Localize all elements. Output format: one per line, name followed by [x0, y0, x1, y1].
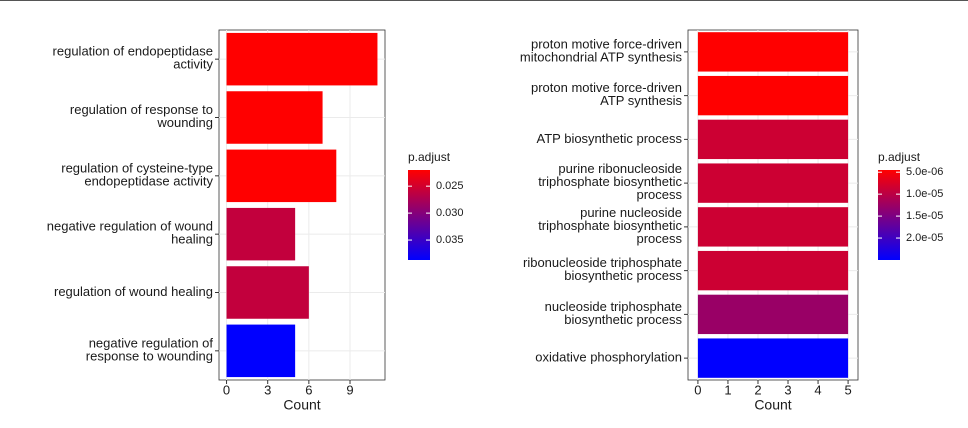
y-tick-label: regulation of endopeptidase activity: [53, 44, 214, 72]
bar: [226, 91, 323, 144]
colorbar-label: 0.035: [436, 234, 464, 246]
y-tick-label: nucleoside triphosphate biosynthetic proc…: [545, 299, 683, 327]
bar: [226, 32, 378, 86]
y-tick-label: regulation of wound healing: [54, 284, 213, 299]
colorbar-label: 2.0e-05: [906, 232, 943, 244]
bar: [697, 250, 849, 291]
x-tick-label: 1: [724, 382, 731, 397]
y-tick-label: proton motive force-driven mitochondrial …: [520, 37, 683, 65]
legend-title: p.adjust: [408, 150, 451, 164]
y-tick-label: regulation of cysteine-type endopeptidase…: [61, 161, 213, 189]
x-axis-title: Count: [283, 397, 320, 413]
bar: [697, 32, 849, 72]
x-tick-label: 0: [694, 382, 701, 397]
x-tick-label: 3: [784, 382, 791, 397]
bar: [226, 207, 296, 261]
bar: [697, 119, 849, 160]
colorbar-label: 1.5e-05: [906, 210, 943, 222]
colorbar-label: 5.0e-06: [906, 166, 943, 178]
x-axis-title: Count: [754, 397, 791, 413]
panel: [218, 29, 386, 381]
x-tick-label: 2: [754, 382, 761, 397]
legend-title: p.adjust: [878, 150, 921, 164]
colorbar: [878, 170, 900, 260]
bar: [697, 207, 849, 247]
x-tick-label: 6: [305, 382, 312, 397]
x-tick-label: 5: [844, 382, 851, 397]
y-tick-label: ATP biosynthetic process: [537, 131, 683, 146]
colorbar-label: 0.025: [436, 180, 464, 192]
bar: [226, 149, 337, 203]
bar: [697, 338, 849, 378]
x-tick-label: 9: [346, 382, 353, 397]
bar: [697, 75, 849, 116]
bar: [697, 294, 849, 335]
y-tick-label: purine ribonucleoside triphosphate biosyn…: [538, 162, 682, 203]
colorbar: [408, 170, 430, 260]
bar: [226, 324, 296, 378]
bar: [226, 266, 309, 319]
x-tick-label: 4: [814, 382, 821, 397]
colorbar-label: 0.030: [436, 207, 464, 219]
x-tick-label: 0: [223, 382, 230, 397]
y-tick-label: proton motive force-driven ATP synthesis: [531, 81, 683, 109]
y-tick-label: purine nucleoside triphosphate biosynthet…: [538, 205, 682, 246]
y-tick-label: regulation of response to wounding: [70, 102, 213, 130]
bar: [697, 163, 849, 203]
colorbar-label: 1.0e-05: [906, 188, 943, 200]
y-tick-label: ribonucleoside triphosphate biosynthetic …: [523, 256, 682, 284]
y-tick-label: negative regulation of wound healing: [47, 219, 213, 247]
x-tick-label: 3: [264, 382, 271, 397]
y-tick-label: oxidative phosphorylation: [535, 350, 682, 365]
y-tick-label: negative regulation of response to woundi…: [86, 336, 214, 364]
